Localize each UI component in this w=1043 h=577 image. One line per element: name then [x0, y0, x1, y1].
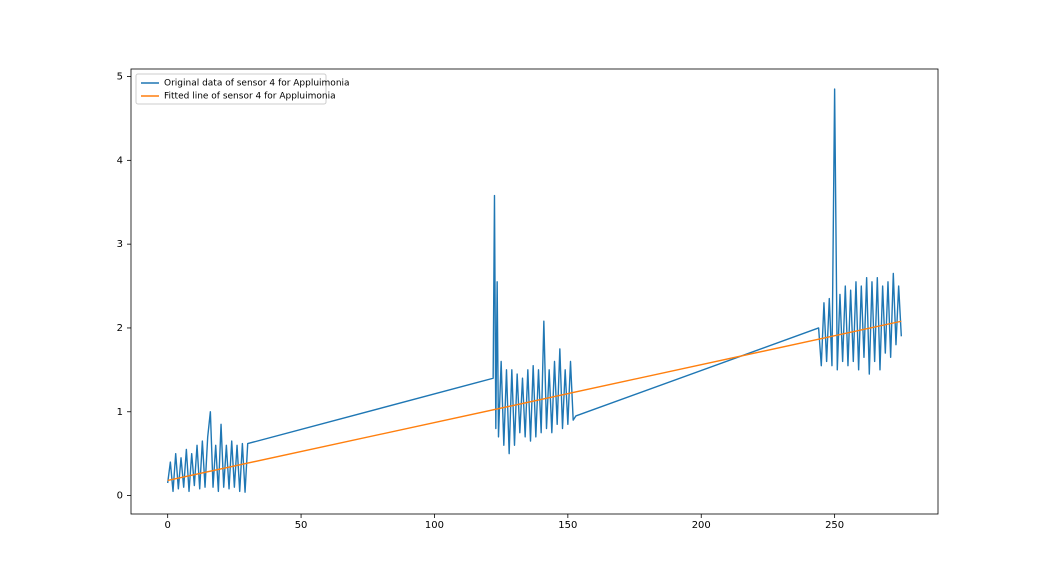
y-tick-label: 5 — [117, 72, 123, 83]
y-tick-label: 2 — [117, 323, 123, 334]
legend-box — [135, 73, 327, 105]
y-tick-label: 0 — [117, 491, 123, 502]
y-tick-label: 1 — [117, 407, 123, 418]
x-tick-label: 250 — [825, 520, 844, 531]
x-tick-label: 150 — [558, 520, 577, 531]
data-line — [167, 320, 902, 482]
legend-label: Original data of sensor 4 for Appluimoni… — [164, 79, 350, 89]
legend-label: Fitted line of sensor 4 for Appluimonia — [164, 92, 336, 102]
plot-frame — [130, 68, 939, 515]
y-tick-label: 4 — [117, 155, 123, 166]
y-tick-label: 3 — [117, 239, 123, 250]
x-tick-label: 0 — [164, 520, 170, 531]
data-line — [166, 88, 903, 493]
x-tick-label: 100 — [425, 520, 444, 531]
x-tick-label: 200 — [692, 520, 711, 531]
x-tick-label: 50 — [295, 520, 308, 531]
